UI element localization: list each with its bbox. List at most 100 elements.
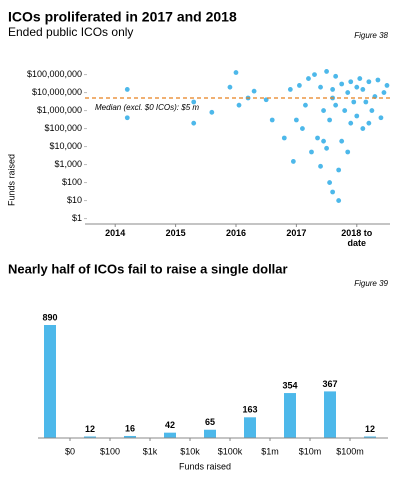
y-tick-label: $10,000 [49,141,82,151]
scatter-point [339,138,345,144]
bar [364,436,376,438]
chart-subtitle: Ended public ICOs only [8,25,133,39]
x-tick-label: 2016 [225,228,246,238]
scatter-point [357,76,363,81]
x-tick-label: $100k [218,446,243,456]
scatter-point [303,102,308,108]
scatter-point [315,135,320,141]
value-label: 163 [242,405,257,415]
scatter-point [381,90,387,95]
scatter-point [348,120,354,126]
scatter-point [336,198,342,203]
scatter-point [351,99,357,105]
y-tick-label: $1,000,000 [37,105,82,115]
scatter-point [300,126,305,131]
scatter-point [124,87,130,92]
scatter-point [366,79,372,85]
scatter-point [251,88,257,94]
y-tick-label: $100 [62,177,82,187]
scatter-point [348,79,354,85]
scatter-point [324,69,329,74]
x-tick-label: 2014 [105,228,126,238]
y-tick-label: $100,000,000 [27,69,82,79]
scatter-point [327,180,333,185]
bar [324,391,336,438]
value-label: 16 [125,423,135,433]
x-tick-label: $0 [65,446,75,456]
value-label: 12 [365,424,375,434]
scatter-point [233,70,239,75]
scatter-point [384,83,390,88]
chart-title: ICOs proliferated in 2017 and 2018 [8,9,237,25]
scatter-point [309,149,314,155]
bar [84,436,96,438]
bar [164,432,176,438]
scatter-point [378,115,384,121]
scatter-point [269,117,275,123]
x-tick-label: $100 [100,446,120,456]
bar [284,393,296,438]
scatter-point [297,83,302,88]
x-axis-label: Funds raised [179,461,231,471]
scatter-point [191,99,197,105]
scatter-point [227,84,233,90]
scatter-point [360,87,366,92]
scatter-point [306,76,311,81]
value-label: 354 [282,380,297,390]
scatter-point [345,149,351,155]
y-tick-label: $10 [67,195,82,205]
scatter-point [318,163,323,169]
scatter-point [290,159,296,164]
scatter-point [293,117,299,123]
scatter-point [209,109,215,115]
scatter-point [336,167,342,173]
scatter-point [287,87,293,92]
y-tick-label: $100,000 [44,123,82,133]
scatter-point [191,120,197,126]
y-tick-label: $10,000,000 [32,87,82,97]
bar [244,417,256,438]
scatter-point [330,87,336,92]
annotation: Median (excl. $0 ICOs): $5 m [95,103,199,112]
scatter-point [318,84,323,90]
bar [44,325,56,438]
scatter-point [375,77,381,83]
x-tick-label: 2017 [286,228,307,238]
figure-label: Figure 38 [354,31,388,40]
scatter-point [327,117,333,123]
value-label: 890 [42,312,57,322]
scatter-point [236,102,242,108]
value-label: 65 [205,417,215,427]
scatter-point [345,90,351,95]
scatter-point [281,135,287,141]
scatter-point [366,120,372,126]
scatter-point [354,113,360,119]
value-label: 367 [322,379,337,389]
scatter-point [124,115,130,121]
scatter-point [363,99,369,105]
x-tick-label: $10m [299,446,322,456]
scatter-point [333,102,339,108]
value-label: 12 [85,424,95,434]
bar [124,435,136,438]
chart-title: Nearly half of ICOs fail to raise a sing… [8,261,288,276]
y-axis-label: Funds raised [6,154,16,206]
y-tick-label: $1 [72,213,82,223]
scatter-point [312,72,317,77]
scatter-point [333,73,339,79]
x-tick-label: 2018 to date [341,228,373,248]
scatter-point [330,189,336,195]
scatter-point [321,108,326,113]
value-label: 42 [165,420,175,430]
bar [204,429,216,438]
scatter-point [339,81,345,87]
scatter-point [369,108,375,113]
x-tick-label: $1m [261,446,279,456]
x-tick-label: $1k [143,446,158,456]
y-tick-label: $1,000 [54,159,82,169]
scatter-point [354,84,360,90]
scatter-point [342,108,348,113]
x-tick-label: $10k [180,446,200,456]
